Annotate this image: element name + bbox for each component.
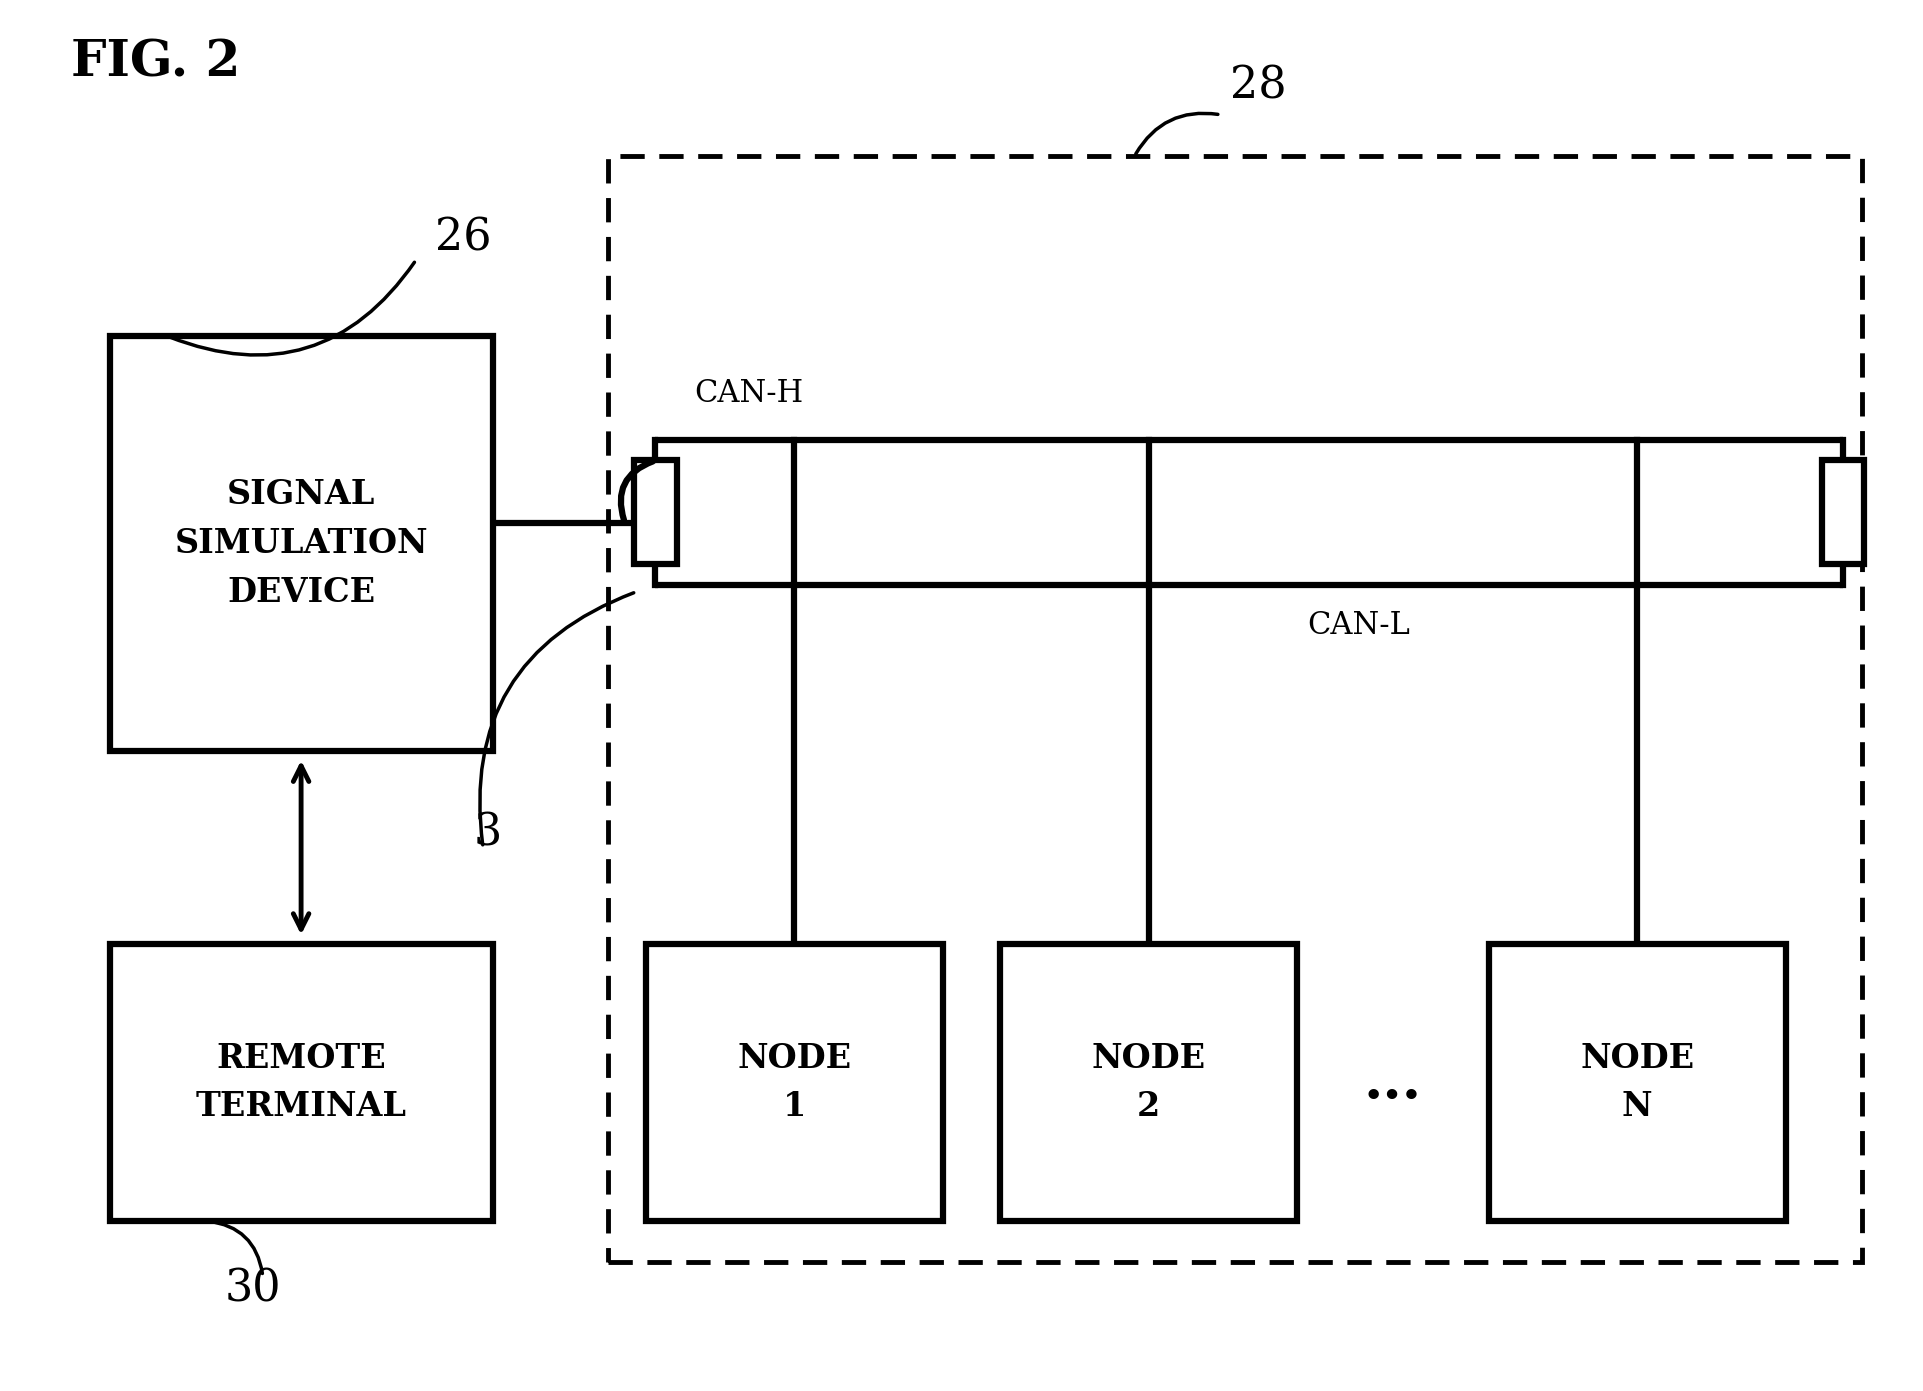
- Text: CAN-L: CAN-L: [1306, 609, 1410, 641]
- Bar: [110, 944, 492, 1221]
- Bar: [646, 944, 942, 1221]
- Text: ...: ...: [1363, 1056, 1421, 1110]
- Text: NODE
1: NODE 1: [737, 1042, 852, 1124]
- Text: 26: 26: [435, 217, 492, 260]
- Bar: [1000, 944, 1296, 1221]
- Text: NODE
2: NODE 2: [1090, 1042, 1206, 1124]
- Text: CAN-H: CAN-H: [694, 378, 802, 409]
- Text: NODE
N: NODE N: [1579, 1042, 1694, 1124]
- Text: FIG. 2: FIG. 2: [71, 39, 240, 88]
- Text: SIGNAL
SIMULATION
DEVICE: SIGNAL SIMULATION DEVICE: [175, 479, 427, 608]
- Bar: [1488, 944, 1785, 1221]
- Text: REMOTE
TERMINAL: REMOTE TERMINAL: [196, 1042, 406, 1124]
- Bar: [110, 337, 492, 751]
- Text: 30: 30: [225, 1267, 281, 1310]
- Text: 3: 3: [473, 811, 502, 854]
- Bar: [1821, 460, 1863, 565]
- Text: 28: 28: [1229, 65, 1286, 108]
- Bar: [608, 156, 1861, 1263]
- Bar: [635, 460, 677, 565]
